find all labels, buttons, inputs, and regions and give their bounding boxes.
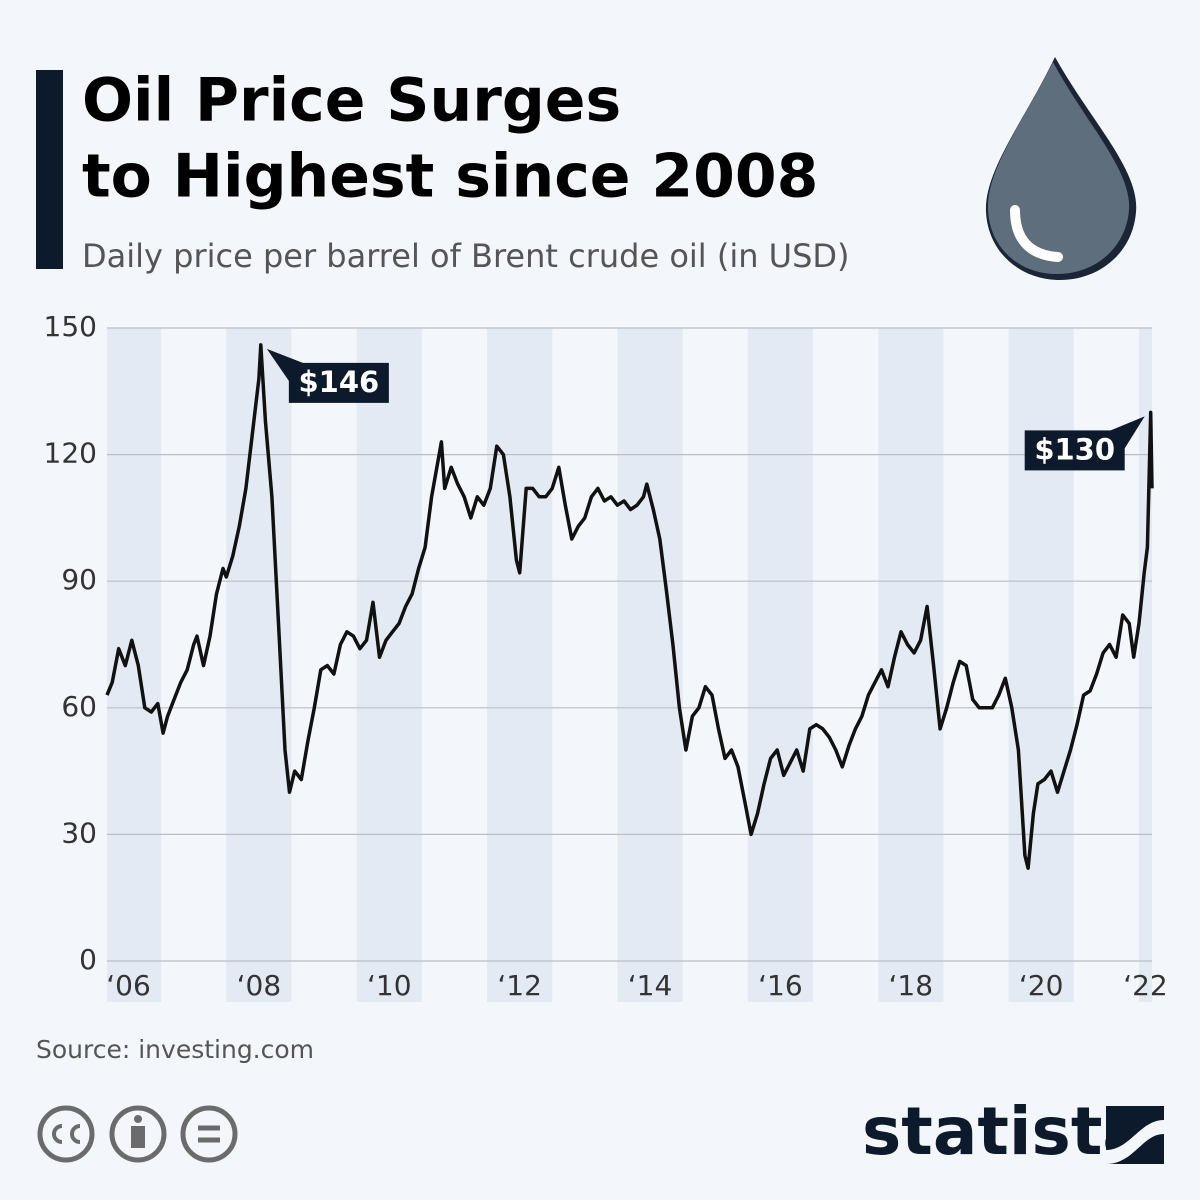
title-line: to Highest since 2008 [82, 142, 818, 212]
x-tick-label: ‘10 [367, 969, 412, 1002]
annotation-label: $146 [298, 365, 379, 399]
year-band [1008, 328, 1074, 1002]
y-tick-label: 0 [79, 943, 97, 976]
plot: 0 30 60 90 120 150 ‘06 ‘08 ‘10 ‘12 ‘14 ‘16 ‘18 ‘20 ‘22… [44, 310, 1168, 1002]
subtitle: Daily price per barrel of Brent crude oi… [82, 237, 850, 275]
year-band [356, 328, 422, 1002]
y-tick-label: 60 [61, 690, 97, 723]
x-tick-label: ‘16 [758, 969, 803, 1002]
price-line [105, 343, 1154, 870]
source: Source: investing.com [36, 1035, 314, 1064]
y-tick-label: 150 [44, 310, 97, 343]
annotation-box [288, 362, 389, 403]
brand-mark [1106, 1106, 1164, 1164]
x-tick-label: ‘20 [1019, 969, 1064, 1002]
year-band [617, 328, 683, 1002]
annotation-label: $130 [1034, 432, 1115, 466]
x-tick-label: ‘06 [106, 969, 151, 1002]
year-band [747, 328, 814, 1002]
x-tick-label: ‘14 [628, 969, 673, 1002]
x-tick-label: ‘22 [1123, 969, 1168, 1002]
x-tick-label: ‘18 [889, 969, 934, 1002]
y-tick-label: 30 [61, 816, 97, 849]
license-icons [37, 1105, 238, 1163]
brand-logo: statista [862, 1093, 1147, 1170]
annotation-box [1024, 430, 1125, 471]
y-tick-label: 120 [44, 437, 97, 470]
x-tick-label: ‘08 [237, 969, 282, 1002]
title-line: Oil Price Surges [82, 66, 621, 136]
annotation: $146 [266, 348, 389, 403]
y-tick-label: 90 [61, 563, 97, 596]
oil-drop-icon [985, 57, 1137, 280]
x-tick-label: ‘12 [497, 969, 542, 1002]
title-bar [36, 70, 63, 269]
year-band [487, 328, 553, 1002]
annotation: $130 [1024, 416, 1145, 471]
